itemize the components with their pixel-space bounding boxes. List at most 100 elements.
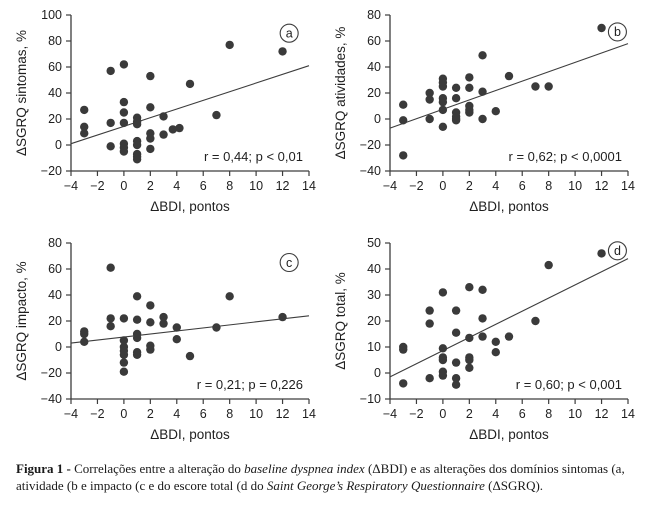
data-point <box>132 315 142 324</box>
data-point <box>465 333 474 343</box>
x-tick-label: 2 <box>466 407 473 421</box>
x-axis-title: ΔBDI, pontos <box>469 199 549 214</box>
data-point <box>504 332 514 341</box>
y-tick-label: 30 <box>367 288 381 302</box>
x-tick-label: 8 <box>545 179 552 193</box>
data-point <box>119 147 129 156</box>
data-point <box>531 82 540 91</box>
data-point <box>80 329 89 339</box>
y-tick-label: 40 <box>48 86 62 100</box>
data-point <box>146 134 155 143</box>
x-tick-label: 6 <box>519 407 526 421</box>
data-point <box>399 100 408 109</box>
x-axis-title: ΔBDI, pontos <box>469 427 549 442</box>
data-point <box>425 306 434 315</box>
x-tick-label: 2 <box>147 407 154 421</box>
data-point <box>159 319 168 328</box>
panel-label: b <box>614 25 621 39</box>
data-point <box>465 108 474 117</box>
x-tick-label: 4 <box>173 179 180 193</box>
data-point <box>438 122 448 131</box>
x-tick-label: 0 <box>120 179 127 193</box>
regression-line <box>389 258 629 378</box>
data-point <box>451 306 461 315</box>
data-point <box>425 95 434 104</box>
data-point <box>119 108 129 117</box>
data-point <box>438 288 448 297</box>
y-tick-label: 80 <box>48 34 62 48</box>
scatter-panel-d: −10 0 10 20 30 40 50 −4 −2 0 2 4 6 8 10 12 14 ΔSGRQ total… <box>333 236 635 442</box>
y-tick-label: 60 <box>48 60 62 74</box>
data-point <box>119 350 129 359</box>
data-point <box>146 318 155 327</box>
data-point <box>172 335 181 344</box>
data-point <box>399 345 408 354</box>
data-point <box>451 116 461 125</box>
data-point <box>106 314 115 323</box>
data-point <box>159 312 168 322</box>
data-point <box>478 51 487 60</box>
x-tick-label: 8 <box>226 179 233 193</box>
data-point <box>278 47 287 56</box>
data-point <box>425 88 434 98</box>
y-tick-label: −10 <box>360 392 381 406</box>
data-point <box>425 319 434 328</box>
figure-caption: Figura 1 - Correlações entre a alteração… <box>16 460 639 494</box>
data-point <box>225 292 234 301</box>
data-point <box>80 337 89 346</box>
regression-line <box>70 315 310 344</box>
data-point <box>106 263 115 272</box>
y-tick-label: 0 <box>374 112 381 126</box>
data-point <box>119 60 129 69</box>
x-tick-label: 14 <box>302 179 316 193</box>
x-tick-label: −4 <box>64 407 78 421</box>
data-point <box>132 292 142 301</box>
x-tick-label: −2 <box>90 179 104 193</box>
data-point <box>451 328 461 337</box>
data-point <box>212 323 221 332</box>
data-point <box>491 348 500 357</box>
data-point <box>544 82 553 91</box>
x-tick-label: 8 <box>226 407 233 421</box>
regression-line <box>389 43 629 129</box>
data-point <box>132 140 142 150</box>
x-tick-label: 6 <box>200 407 207 421</box>
data-point <box>146 144 155 154</box>
data-point <box>212 110 221 120</box>
y-tick-label: 40 <box>48 288 62 302</box>
x-tick-label: 2 <box>147 179 154 193</box>
x-tick-label: 12 <box>595 179 609 193</box>
panel-label-circle <box>279 252 299 273</box>
x-tick-label: −2 <box>409 407 423 421</box>
data-point <box>106 118 115 128</box>
data-point <box>132 155 142 164</box>
x-axis-title: ΔBDI, pontos <box>150 427 230 442</box>
y-tick-label: 20 <box>367 86 381 100</box>
y-tick-label: 60 <box>48 262 62 276</box>
x-tick-label: 8 <box>545 407 552 421</box>
y-tick-label: 0 <box>55 340 62 354</box>
data-point <box>478 332 487 341</box>
data-point <box>106 142 115 151</box>
panel-label: c <box>286 256 292 270</box>
x-tick-label: 2 <box>466 179 473 193</box>
y-tick-label: −20 <box>41 164 62 178</box>
panel-label-circle <box>279 23 299 43</box>
x-tick-label: 0 <box>439 179 446 193</box>
data-point <box>465 83 474 93</box>
x-tick-label: 14 <box>621 179 635 193</box>
data-point <box>438 97 448 107</box>
data-point <box>278 312 287 322</box>
y-tick-label: 0 <box>374 366 381 380</box>
stats-label: r = 0,44; p < 0,01 <box>204 149 303 164</box>
data-point <box>478 114 487 124</box>
data-point <box>172 323 181 332</box>
x-tick-label: 0 <box>120 407 127 421</box>
y-tick-label: 40 <box>367 262 381 276</box>
data-point <box>438 82 448 91</box>
caption-text: Correlações entre a alteração do <box>70 461 245 476</box>
data-point <box>438 105 448 115</box>
